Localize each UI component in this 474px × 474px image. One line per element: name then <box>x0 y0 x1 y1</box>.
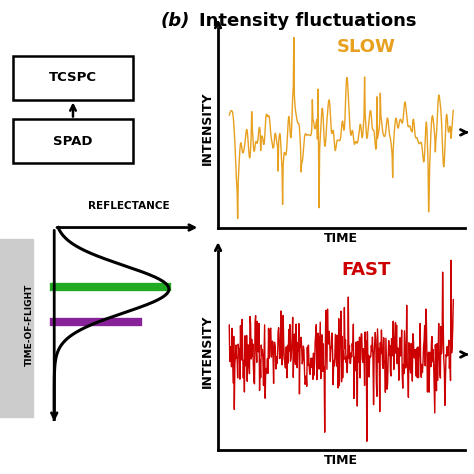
Text: SLOW: SLOW <box>337 38 395 56</box>
Bar <box>13 56 133 100</box>
Text: SPAD: SPAD <box>53 135 93 147</box>
Bar <box>0 239 33 417</box>
Text: TCSPC: TCSPC <box>49 72 97 84</box>
Text: REFLECTANCE: REFLECTANCE <box>89 201 170 211</box>
Text: (b): (b) <box>160 12 190 30</box>
Y-axis label: INTENSITY: INTENSITY <box>201 91 214 165</box>
X-axis label: TIME: TIME <box>324 455 358 467</box>
Y-axis label: INTENSITY: INTENSITY <box>201 314 214 388</box>
X-axis label: TIME: TIME <box>324 232 358 245</box>
Text: TIME-OF-FLIGHT: TIME-OF-FLIGHT <box>25 283 34 366</box>
Bar <box>13 119 133 163</box>
Text: FAST: FAST <box>341 261 391 279</box>
Text: Intensity fluctuations: Intensity fluctuations <box>199 12 417 30</box>
